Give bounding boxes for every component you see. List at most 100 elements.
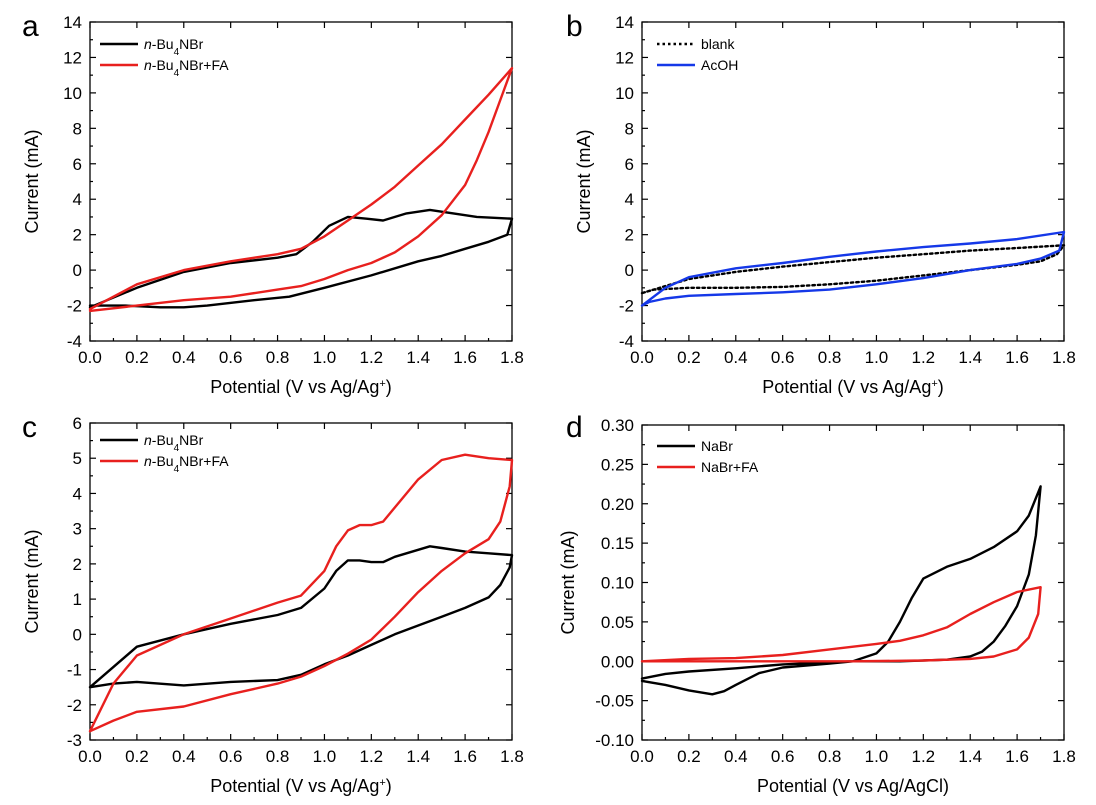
x-tick-label: 0.8 <box>818 348 842 367</box>
panel-a: a 0.0 0.2 0.4 0.6 0.8 1.0 1.2 1.4 1.6 1.8 -4 -2 0 2 4 6 8… <box>22 10 524 397</box>
legend-label: blank <box>701 36 735 52</box>
x-tick-label: 0.6 <box>771 348 795 367</box>
panel-letter: b <box>566 10 583 43</box>
x-tick-label: 0.0 <box>78 348 102 367</box>
x-tick-label: 0.4 <box>172 348 196 367</box>
series-line-2 <box>88 66 514 313</box>
y-tick-label: 2 <box>73 555 82 574</box>
series-line-1 <box>88 545 514 689</box>
y-tick-label: 12 <box>615 48 634 67</box>
y-tick-label: -1 <box>67 661 82 680</box>
x-tick-label: 0.4 <box>724 348 748 367</box>
y-tick-label: 4 <box>73 190 82 209</box>
y-tick-label: -4 <box>619 332 634 351</box>
x-tick-label: 1.4 <box>406 747 430 766</box>
y-axis-title: Current (mA) <box>558 530 578 634</box>
x-tick-label: 1.6 <box>453 348 477 367</box>
y-tick-label: 1 <box>73 590 82 609</box>
x-tick-label: 1.6 <box>1005 747 1029 766</box>
y-tick-label: 8 <box>625 119 634 138</box>
x-tick-label: 1.8 <box>1052 348 1076 367</box>
panel-letter: c <box>22 411 37 444</box>
y-tick-label: 4 <box>73 484 82 503</box>
x-tick-label: 0.2 <box>125 348 149 367</box>
x-tick-label: 0.8 <box>266 747 290 766</box>
x-tick-label: 1.4 <box>958 747 982 766</box>
y-axis-title: Current (mA) <box>574 129 594 233</box>
x-tick-label: 0.6 <box>219 747 243 766</box>
y-tick-label: 6 <box>625 155 634 174</box>
x-axis-title: Potential (V vs Ag/Ag+) <box>210 377 392 397</box>
y-tick-label: -2 <box>619 297 634 316</box>
legend-label: n-Bu4NBr <box>144 432 204 454</box>
legend-label: NaBr <box>701 438 733 454</box>
y-tick-label: 0.15 <box>601 534 634 553</box>
y-tick-label: -0.05 <box>595 692 634 711</box>
y-tick-label: 2 <box>625 226 634 245</box>
legend-label: n-Bu4NBr <box>144 36 204 58</box>
panel-b: b 0.0 0.2 0.4 0.6 0.8 1.0 1.2 1.4 1.6 1.8 -4 -2 0 2 4 6 8… <box>566 10 1076 397</box>
y-tick-label: 0 <box>73 261 82 280</box>
x-tick-label: 0.2 <box>677 747 701 766</box>
series-line-1 <box>88 208 514 309</box>
y-tick-label: 12 <box>63 48 82 67</box>
y-tick-label: -2 <box>67 297 82 316</box>
y-tick-label: 5 <box>73 449 82 468</box>
y-tick-label: 0.25 <box>601 455 634 474</box>
x-tick-label: 0.4 <box>724 747 748 766</box>
x-tick-label: 0.4 <box>172 747 196 766</box>
x-tick-label: 0.8 <box>818 747 842 766</box>
x-tick-label: 0.2 <box>125 747 149 766</box>
x-tick-label: 0.6 <box>219 348 243 367</box>
x-tick-label: 0.0 <box>630 348 654 367</box>
y-tick-label: 6 <box>73 155 82 174</box>
y-tick-label: 14 <box>63 13 82 32</box>
x-axis-title: Potential (V vs Ag/Ag+) <box>210 776 392 796</box>
y-axis-title: Current (mA) <box>22 529 42 633</box>
y-tick-label: -2 <box>67 696 82 715</box>
series-line-1 <box>640 485 1042 696</box>
panel-d: d 0.0 0.2 0.4 0.6 0.8 1.0 1.2 1.4 1.6 1.8 -0.10 -0.0… <box>558 411 1076 796</box>
x-axis-title: Potential (V vs Ag/AgCl) <box>757 776 949 796</box>
y-tick-label: 0 <box>73 625 82 644</box>
panel-letter: a <box>22 10 39 43</box>
x-tick-label: 1.4 <box>406 348 430 367</box>
x-tick-label: 0.0 <box>630 747 654 766</box>
x-tick-label: 1.2 <box>360 348 384 367</box>
y-tick-label: 3 <box>73 520 82 539</box>
x-tick-label: 1.8 <box>500 348 524 367</box>
x-tick-label: 0.6 <box>771 747 795 766</box>
x-tick-label: 1.2 <box>912 348 936 367</box>
x-tick-label: 0.2 <box>677 348 701 367</box>
legend-label: n-Bu4NBr+FA <box>144 453 229 475</box>
y-tick-label: 0.30 <box>601 416 634 435</box>
x-tick-label: 1.2 <box>360 747 384 766</box>
x-tick-label: 1.8 <box>500 747 524 766</box>
y-tick-label: 6 <box>73 414 82 433</box>
legend-label: AcOH <box>701 57 738 73</box>
x-tick-label: 1.8 <box>1052 747 1076 766</box>
legend-label: n-Bu4NBr+FA <box>144 57 229 79</box>
series-line-2 <box>640 586 1042 663</box>
legend-label: NaBr+FA <box>701 459 759 475</box>
series-line-2 <box>88 453 514 733</box>
panel-letter: d <box>566 411 583 444</box>
y-tick-label: 0.20 <box>601 495 634 514</box>
x-tick-label: 1.0 <box>313 747 337 766</box>
y-tick-label: 0.05 <box>601 613 634 632</box>
plot-frame <box>89 422 513 741</box>
x-axis-title: Potential (V vs Ag/Ag+) <box>762 377 944 397</box>
x-tick-label: 1.0 <box>313 348 337 367</box>
y-tick-label: 8 <box>73 119 82 138</box>
y-tick-label: 0.10 <box>601 574 634 593</box>
y-tick-label: -4 <box>67 332 82 351</box>
series-line-1 <box>640 244 1066 295</box>
x-tick-label: 0.0 <box>78 747 102 766</box>
y-tick-label: 10 <box>63 84 82 103</box>
x-tick-label: 1.6 <box>453 747 477 766</box>
y-tick-label: 0.00 <box>601 652 634 671</box>
x-tick-label: 1.0 <box>865 747 889 766</box>
y-tick-label: 4 <box>625 190 634 209</box>
x-tick-label: 1.6 <box>1005 348 1029 367</box>
